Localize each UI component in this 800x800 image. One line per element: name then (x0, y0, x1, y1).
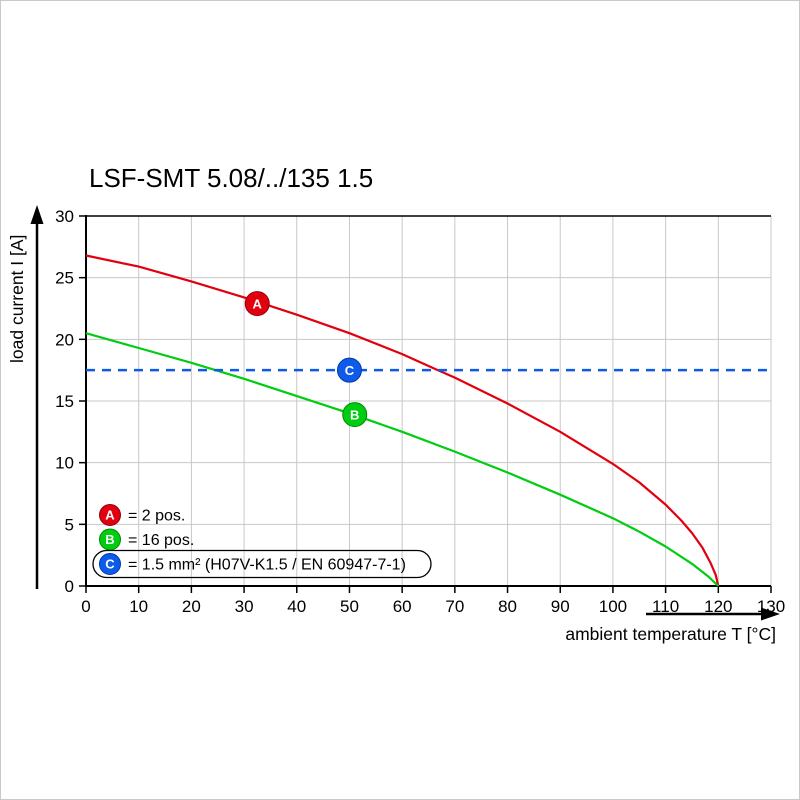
y-tick-label: 15 (55, 392, 74, 411)
grid-lines (86, 216, 772, 586)
legend: A = 2 pos. B = 16 pos. C = 1.5 mm² (H07V-K1.5… (92, 504, 432, 579)
x-tick-label: 30 (235, 597, 254, 616)
x-tick-label: 20 (182, 597, 201, 616)
legend-item-A: A = 2 pos. (99, 504, 185, 526)
x-tick-label: 90 (551, 597, 570, 616)
y-tick-label: 20 (55, 330, 74, 349)
x-tick-label: 60 (393, 597, 412, 616)
marker-letter-A: A (253, 296, 263, 311)
x-axis-arrow (646, 607, 780, 621)
x-tick-label: 110 (652, 597, 679, 616)
x-tick-label: 40 (287, 597, 306, 616)
curve-B (85, 332, 720, 587)
x-tick-label: 120 (704, 597, 732, 616)
marker-letter-C: C (345, 363, 355, 378)
legend-letter-C: C (105, 557, 115, 572)
marker-C: C (336, 357, 362, 383)
series-markers: A B C (244, 291, 368, 428)
legend-label-B: = 16 pos. (128, 532, 194, 549)
x-tick-label: 10 (129, 597, 148, 616)
y-tick-label: 30 (55, 207, 74, 226)
x-tick-label: 100 (599, 597, 627, 616)
x-tick-label: 0 (81, 597, 90, 616)
legend-box (92, 549, 432, 579)
x-tick-label: 70 (445, 597, 464, 616)
y-axis-arrow (30, 205, 44, 589)
y-axis-label: load current I [A] (7, 235, 27, 363)
legend-letter-B: B (105, 532, 114, 547)
x-tick-label: 80 (498, 597, 517, 616)
legend-swatch-A (99, 504, 121, 526)
legend-label-C: = 1.5 mm² (H07V-K1.5 / EN 60947-7-1) (128, 557, 406, 574)
y-tick-label: 10 (55, 454, 74, 473)
marker-B: B (342, 402, 368, 428)
legend-swatch-C (99, 553, 121, 575)
legend-letter-A: A (105, 508, 115, 523)
axes: 0 10 20 30 40 50 60 70 80 90 100 110 120 130051015202… (30, 205, 785, 621)
x-axis-label: ambient temperature T [°C] (565, 624, 776, 644)
marker-letter-B: B (350, 407, 359, 422)
chart-title: LSF-SMT 5.08/../135 1.5 (89, 163, 373, 193)
marker-A: A (244, 291, 270, 317)
y-tick-label: 25 (55, 269, 74, 288)
legend-item-C: C = 1.5 mm² (H07V-K1.5 / EN 60947-7-1) (92, 549, 432, 579)
legend-item-B: B = 16 pos. (99, 528, 194, 551)
legend-label-A: = 2 pos. (128, 508, 185, 525)
y-tick-label: 0 (65, 577, 74, 596)
y-tick-label: 5 (65, 515, 74, 534)
x-tick-label: 50 (340, 597, 359, 616)
